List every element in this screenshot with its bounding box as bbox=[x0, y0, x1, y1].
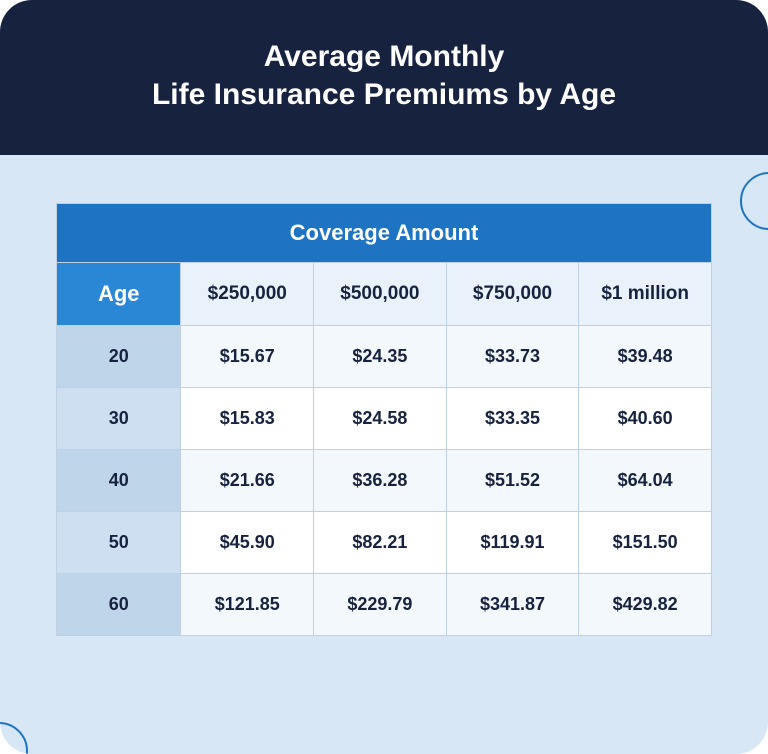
premium-cell: $51.52 bbox=[446, 450, 579, 512]
premium-cell: $33.35 bbox=[446, 388, 579, 450]
table-sub-header-row: Age $250,000$500,000$750,000$1 million bbox=[57, 263, 712, 326]
age-cell: 60 bbox=[57, 574, 181, 636]
age-cell: 30 bbox=[57, 388, 181, 450]
age-cell: 40 bbox=[57, 450, 181, 512]
card-title: Average Monthly Life Insurance Premiums … bbox=[20, 38, 748, 113]
premium-cell: $40.60 bbox=[579, 388, 712, 450]
coverage-column-header: $500,000 bbox=[314, 263, 447, 326]
coverage-column-header: $250,000 bbox=[181, 263, 314, 326]
premium-cell: $33.73 bbox=[446, 326, 579, 388]
premium-cell: $45.90 bbox=[181, 512, 314, 574]
premium-cell: $121.85 bbox=[181, 574, 314, 636]
table-row: 50$45.90$82.21$119.91$151.50 bbox=[57, 512, 712, 574]
table-top-header-row: Coverage Amount bbox=[57, 204, 712, 263]
premium-cell: $24.35 bbox=[314, 326, 447, 388]
title-line-2: Life Insurance Premiums by Age bbox=[152, 78, 616, 111]
premium-cell: $21.66 bbox=[181, 450, 314, 512]
premium-cell: $82.21 bbox=[314, 512, 447, 574]
premium-cell: $36.28 bbox=[314, 450, 447, 512]
premium-cell: $151.50 bbox=[579, 512, 712, 574]
title-line-1: Average Monthly bbox=[264, 40, 505, 73]
coverage-column-header: $750,000 bbox=[446, 263, 579, 326]
card-header: Average Monthly Life Insurance Premiums … bbox=[0, 0, 768, 155]
premium-cell: $15.83 bbox=[181, 388, 314, 450]
premium-cell: $64.04 bbox=[579, 450, 712, 512]
premium-cell: $119.91 bbox=[446, 512, 579, 574]
table-row: 30$15.83$24.58$33.35$40.60 bbox=[57, 388, 712, 450]
age-cell: 20 bbox=[57, 326, 181, 388]
table-body: 20$15.67$24.35$33.73$39.4830$15.83$24.58… bbox=[57, 326, 712, 636]
coverage-column-header: $1 million bbox=[579, 263, 712, 326]
premium-cell: $341.87 bbox=[446, 574, 579, 636]
table-row: 20$15.67$24.35$33.73$39.48 bbox=[57, 326, 712, 388]
table-row: 60$121.85$229.79$341.87$429.82 bbox=[57, 574, 712, 636]
premiums-table: Coverage Amount Age $250,000$500,000$750… bbox=[56, 203, 712, 636]
age-cell: 50 bbox=[57, 512, 181, 574]
coverage-amount-header: Coverage Amount bbox=[57, 204, 712, 263]
card-body: Coverage Amount Age $250,000$500,000$750… bbox=[0, 155, 768, 749]
premium-cell: $24.58 bbox=[314, 388, 447, 450]
premium-cell: $15.67 bbox=[181, 326, 314, 388]
premiums-card: Average Monthly Life Insurance Premiums … bbox=[0, 0, 768, 754]
age-column-header: Age bbox=[57, 263, 181, 326]
table-row: 40$21.66$36.28$51.52$64.04 bbox=[57, 450, 712, 512]
premium-cell: $229.79 bbox=[314, 574, 447, 636]
premium-cell: $429.82 bbox=[579, 574, 712, 636]
premium-cell: $39.48 bbox=[579, 326, 712, 388]
